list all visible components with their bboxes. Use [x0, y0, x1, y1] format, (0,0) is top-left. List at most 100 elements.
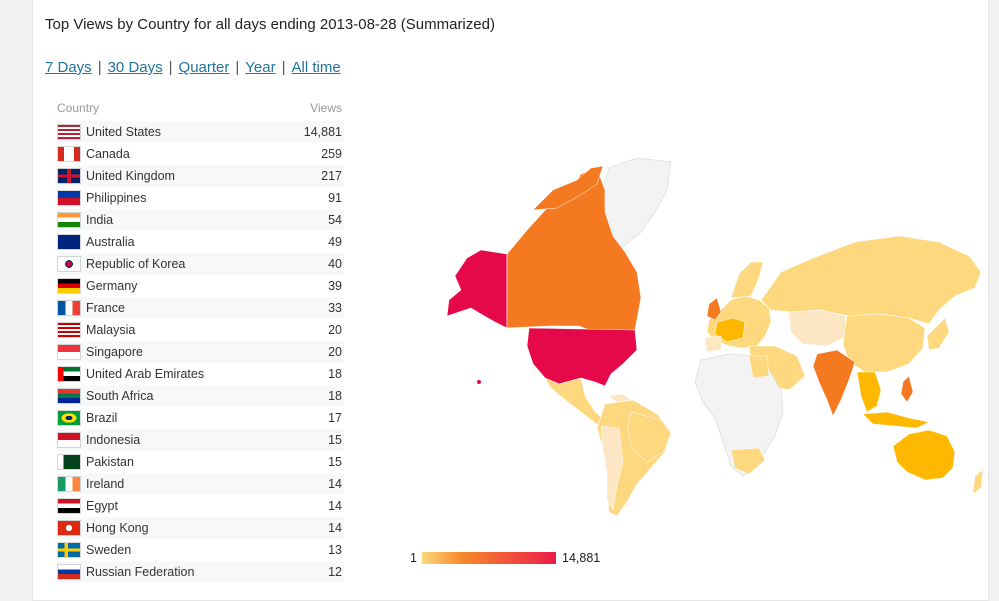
table-row: India 54 — [57, 209, 344, 231]
views-value: 14 — [328, 477, 342, 491]
country-cell: Egypt — [57, 499, 118, 513]
ph-flag-icon — [58, 191, 80, 205]
table-row: Philippines 91 — [57, 187, 344, 209]
views-value: 33 — [328, 301, 342, 315]
us-flag-icon — [58, 125, 80, 139]
table-row: United Kingdom 217 — [57, 165, 344, 187]
au-flag-icon — [58, 235, 80, 249]
range-link-year[interactable]: Year — [245, 59, 276, 76]
country-cell: United Arab Emirates — [57, 367, 204, 381]
spain-region — [704, 335, 722, 353]
country-name: United Arab Emirates — [86, 367, 205, 381]
views-value: 54 — [328, 213, 342, 227]
views-value: 17 — [328, 411, 342, 425]
pk-flag-icon — [58, 455, 80, 469]
germany-france-region — [714, 317, 746, 343]
country-cell: Brazil — [57, 411, 117, 425]
range-link-all-time[interactable]: All time — [291, 59, 341, 76]
country-cell: Russian Federation — [57, 565, 194, 579]
country-cell: Australia — [57, 235, 135, 249]
egypt-region — [748, 355, 770, 379]
country-name: Philippines — [86, 191, 147, 205]
separator: | — [168, 59, 173, 76]
in-flag-icon — [58, 213, 80, 227]
views-value: 14 — [328, 521, 342, 535]
brazil-region — [626, 411, 672, 463]
country-cell: Singapore — [57, 345, 143, 359]
views-value: 49 — [328, 235, 342, 249]
ca-flag-icon — [58, 147, 80, 161]
country-cell: Canada — [57, 147, 130, 161]
country-column-header: Country — [57, 101, 100, 115]
table-row: Hong Kong 14 — [57, 517, 344, 539]
country-cell: South Africa — [57, 389, 153, 403]
views-value: 14 — [328, 499, 342, 513]
table-row: United Arab Emirates 18 — [57, 363, 344, 385]
views-value: 91 — [328, 191, 342, 205]
country-name: Indonesia — [86, 433, 141, 447]
ie-flag-icon — [58, 477, 80, 491]
views-value: 40 — [328, 257, 342, 271]
russia-region — [760, 235, 982, 325]
country-name: India — [86, 213, 114, 227]
table-row: Russian Federation 12 — [57, 561, 344, 583]
table-row: Indonesia 15 — [57, 429, 344, 451]
eg-flag-icon — [58, 499, 80, 513]
views-value: 18 — [328, 389, 342, 403]
range-link-7-days[interactable]: 7 Days — [45, 59, 92, 76]
range-link-quarter[interactable]: Quarter — [178, 59, 230, 76]
country-name: France — [86, 301, 125, 315]
country-cell: India — [57, 213, 113, 227]
country-name: Canada — [86, 147, 130, 161]
greenland-region — [602, 157, 672, 249]
table-row: Germany 39 — [57, 275, 344, 297]
country-cell: Indonesia — [57, 433, 140, 447]
country-cell: France — [57, 301, 125, 315]
hk-flag-icon — [58, 521, 80, 535]
range-link-30-days[interactable]: 30 Days — [107, 59, 163, 76]
southeast-asia-region — [856, 371, 882, 413]
central-asia-region — [788, 309, 848, 347]
ae-flag-icon — [58, 367, 80, 381]
country-cell: Hong Kong — [57, 521, 149, 535]
kr-flag-icon — [58, 257, 80, 271]
country-cell: Sweden — [57, 543, 131, 557]
country-name: United States — [86, 125, 162, 139]
alaska-region — [446, 249, 508, 329]
views-value: 217 — [321, 169, 342, 183]
views-value: 13 — [328, 543, 342, 557]
table-row: Brazil 17 — [57, 407, 344, 429]
za-flag-icon — [58, 389, 80, 403]
id-flag-icon — [58, 433, 80, 447]
country-cell: Ireland — [57, 477, 124, 491]
andes-region — [600, 425, 624, 511]
uk-region — [706, 297, 722, 321]
country-name: Ireland — [86, 477, 125, 491]
country-name: Pakistan — [86, 455, 134, 469]
arctic-islands-region — [532, 165, 604, 211]
country-cell: Malaysia — [57, 323, 135, 337]
fr-flag-icon — [58, 301, 80, 315]
country-name: Sweden — [86, 543, 132, 557]
views-value: 12 — [328, 565, 342, 579]
country-name: South Africa — [86, 389, 154, 403]
country-name: Brazil — [86, 411, 118, 425]
views-value: 259 — [321, 147, 342, 161]
china-region — [842, 313, 926, 373]
philippines-region — [900, 375, 914, 403]
country-name: Republic of Korea — [86, 257, 186, 271]
india-region — [812, 349, 856, 417]
table-row: Sweden 13 — [57, 539, 344, 561]
views-value: 15 — [328, 433, 342, 447]
hawaii-region — [477, 380, 481, 384]
views-value: 14,881 — [303, 125, 342, 139]
country-name: Germany — [86, 279, 138, 293]
world-map — [446, 157, 984, 517]
new-zealand-region — [972, 469, 984, 495]
country-name: Russian Federation — [86, 565, 195, 579]
country-name: Malaysia — [86, 323, 136, 337]
usa-region — [526, 327, 638, 387]
table-row: Malaysia 20 — [57, 319, 344, 341]
country-name: Singapore — [86, 345, 143, 359]
legend-min-label: 1 — [410, 551, 417, 565]
